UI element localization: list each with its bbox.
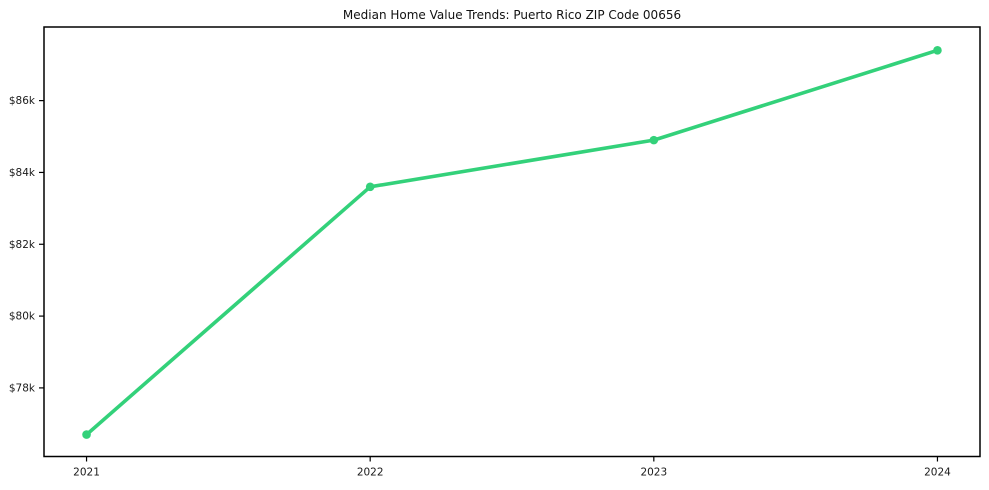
y-tick-label: $82k [9, 239, 36, 251]
data-point-marker [649, 135, 659, 145]
y-tick-label: $80k [9, 311, 36, 323]
y-tick-label: $84k [9, 167, 36, 179]
x-tick-label: 2023 [640, 467, 667, 479]
x-tick-label: 2024 [924, 467, 951, 479]
x-tick-label: 2021 [73, 467, 100, 479]
data-point-marker [365, 182, 375, 192]
y-tick-label: $86k [9, 95, 36, 107]
y-tick-label: $78k [9, 383, 36, 395]
plot-frame [43, 26, 981, 458]
x-tick-label: 2022 [357, 467, 384, 479]
data-point-marker [82, 430, 91, 439]
data-point-marker [933, 46, 942, 55]
chart-title: Median Home Value Trends: Puerto Rico ZI… [343, 8, 681, 22]
trend-line [84, 48, 940, 437]
